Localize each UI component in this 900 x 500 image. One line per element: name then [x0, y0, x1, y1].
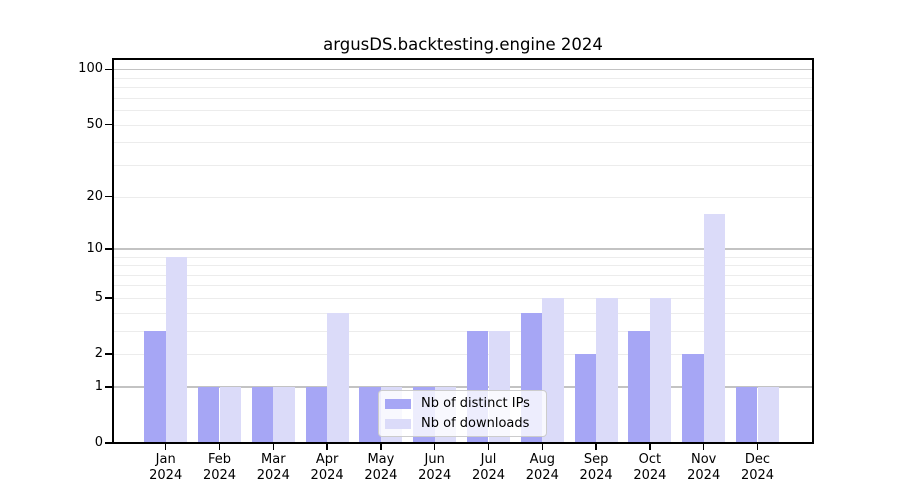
legend-swatch: [385, 418, 411, 429]
x-tick-label: Sep 2024: [579, 452, 613, 483]
y-tick-label: 50: [86, 116, 103, 132]
y-tick-mark: [105, 124, 113, 126]
legend-label: Nb of downloads: [421, 415, 530, 431]
x-tick-mark: [487, 444, 490, 450]
bar-distinct-ips-dec: [735, 386, 758, 443]
x-tick-label: Dec 2024: [740, 452, 775, 483]
bar-distinct-ips-jan: [144, 330, 166, 443]
bar-distinct-ips-may: [359, 386, 381, 443]
bar-downloads-apr: [327, 312, 349, 443]
minor-gridline: [114, 196, 812, 198]
x-tick-label: Aug 2024: [525, 452, 559, 483]
x-tick-mark: [165, 444, 167, 450]
minor-gridline: [114, 354, 812, 356]
minor-gridline: [114, 297, 812, 299]
x-tick-mark: [218, 444, 221, 450]
y-tick-label: 2: [94, 346, 103, 362]
minor-gridline: [114, 97, 812, 99]
right-spine: [812, 58, 814, 444]
minor-gridline: [114, 256, 812, 258]
y-tick-label: 0: [94, 435, 103, 450]
y-tick-label: 10: [86, 240, 103, 256]
legend-entry: Nb of downloads: [385, 416, 546, 432]
y-tick-label: 5: [94, 289, 103, 305]
left-spine: [112, 58, 114, 444]
major-gridline: [114, 386, 812, 388]
x-tick-mark: [272, 444, 274, 450]
x-tick-label: Nov 2024: [687, 452, 721, 483]
bar-downloads-feb: [219, 386, 242, 443]
minor-gridline: [114, 165, 812, 166]
bottom-spine: [114, 442, 812, 444]
minor-gridline: [114, 265, 812, 267]
x-tick-mark: [380, 444, 382, 450]
bar-distinct-ips-mar: [251, 386, 274, 443]
y-tick-mark: [105, 297, 113, 299]
y-tick-label: 20: [86, 188, 103, 204]
x-tick-mark: [595, 444, 597, 450]
minor-gridline: [114, 285, 812, 287]
x-tick-mark: [649, 444, 651, 450]
minor-gridline: [114, 87, 812, 89]
x-tick-mark: [756, 444, 759, 450]
x-tick-label: Apr 2024: [310, 452, 344, 483]
bar-downloads-oct: [649, 297, 672, 443]
minor-gridline: [114, 330, 812, 332]
x-tick-mark: [703, 444, 705, 450]
bar-downloads-nov: [703, 213, 726, 443]
x-tick-mark: [434, 444, 436, 450]
x-tick-mark: [326, 444, 328, 450]
y-tick-mark: [105, 386, 113, 388]
bar-distinct-ips-sep: [574, 354, 597, 443]
x-tick-label: Oct 2024: [633, 452, 667, 483]
bar-downloads-aug: [542, 297, 564, 443]
y-tick-mark: [105, 442, 113, 444]
x-tick-label: Jun 2024: [418, 452, 452, 483]
chart-title: argusDS.backtesting.engine 2024: [323, 35, 603, 54]
bar-downloads-jan: [165, 256, 188, 443]
bar-downloads-sep: [596, 297, 618, 443]
x-tick-label: Feb 2024: [202, 452, 237, 483]
y-tick-mark: [105, 68, 113, 71]
legend-label: Nb of distinct IPs: [421, 395, 530, 411]
y-tick-label: 1: [94, 378, 103, 394]
x-tick-label: Jul 2024: [471, 452, 506, 483]
x-tick-label: Mar 2024: [256, 452, 290, 483]
bar-downloads-dec: [757, 386, 780, 443]
y-tick-mark: [105, 248, 113, 250]
y-tick-label: 100: [78, 61, 103, 77]
x-tick-mark: [541, 444, 543, 450]
bar-distinct-ips-nov: [682, 354, 704, 443]
x-tick-label: May 2024: [364, 452, 398, 483]
major-gridline: [114, 68, 812, 71]
minor-gridline: [114, 77, 812, 79]
bar-downloads-mar: [273, 386, 295, 443]
legend-swatch: [385, 398, 411, 409]
bar-distinct-ips-feb: [197, 386, 220, 443]
minor-gridline: [114, 142, 812, 144]
plot-area: [114, 60, 812, 443]
minor-gridline: [114, 124, 812, 126]
legend-entry: Nb of distinct IPs: [385, 396, 546, 412]
x-tick-label: Jan 2024: [149, 452, 183, 483]
minor-gridline: [114, 110, 812, 112]
y-tick-mark: [105, 353, 113, 355]
top-spine: [114, 58, 812, 60]
bar-distinct-ips-oct: [628, 330, 650, 443]
minor-gridline: [114, 312, 812, 314]
major-gridline: [114, 248, 812, 250]
minor-gridline: [114, 274, 812, 276]
y-tick-mark: [105, 195, 113, 198]
bar-distinct-ips-apr: [305, 386, 328, 443]
legend: Nb of distinct IPs Nb of downloads: [378, 390, 547, 437]
